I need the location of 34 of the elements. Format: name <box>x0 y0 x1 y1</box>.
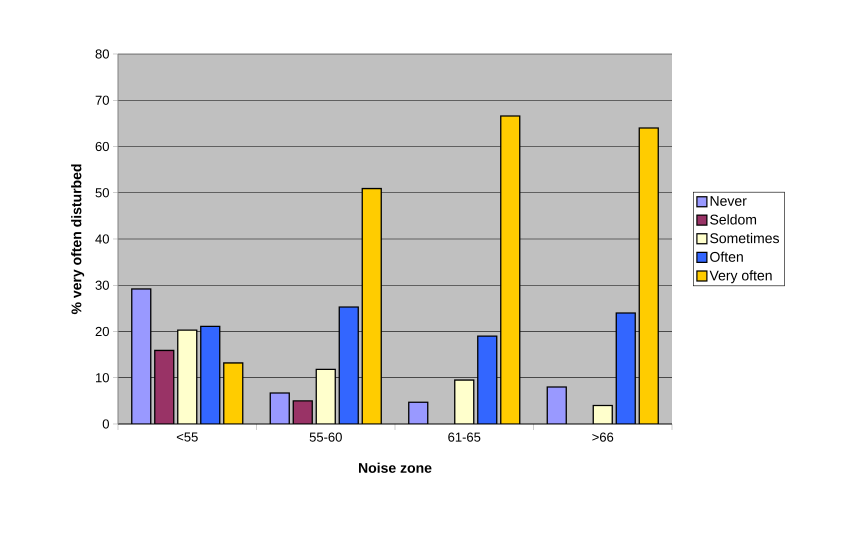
bar <box>154 350 174 424</box>
bar <box>200 326 220 424</box>
bar <box>616 312 636 424</box>
bar <box>454 379 474 424</box>
y-axis-title: % very often disturbed <box>71 164 84 314</box>
bar <box>362 188 382 424</box>
y-tick-label: 40 <box>95 234 109 244</box>
bar <box>500 115 520 424</box>
x-tick-label: >66 <box>592 432 614 442</box>
bar <box>223 362 244 424</box>
y-tick-label: 70 <box>96 96 109 105</box>
bar <box>477 335 498 424</box>
y-tick-label: 50 <box>96 188 109 198</box>
legend-label: Sometimes <box>710 232 780 244</box>
bar <box>177 329 198 424</box>
legend-label: Often <box>710 252 743 262</box>
legend-label: Very often <box>710 270 772 284</box>
x-tick-label: <55 <box>176 432 198 442</box>
bar <box>338 306 359 424</box>
y-tick-label: 80 <box>96 49 109 59</box>
y-tick-label: 20 <box>96 326 109 336</box>
y-tick-label: 60 <box>96 142 109 152</box>
y-tick-label: 30 <box>96 280 109 290</box>
bar <box>131 288 152 424</box>
bar <box>638 127 659 424</box>
legend-label: Seldom <box>710 214 756 225</box>
x-tick-label: 61-65 <box>448 432 480 442</box>
y-tick-label: 0 <box>102 419 109 429</box>
x-tick-label: 55-60 <box>310 432 342 442</box>
legend-label: Never <box>710 196 747 206</box>
x-axis-title: Noise zone <box>358 462 432 473</box>
y-tick-label: 10 <box>96 373 109 382</box>
bar <box>546 386 567 424</box>
bar <box>316 368 336 424</box>
